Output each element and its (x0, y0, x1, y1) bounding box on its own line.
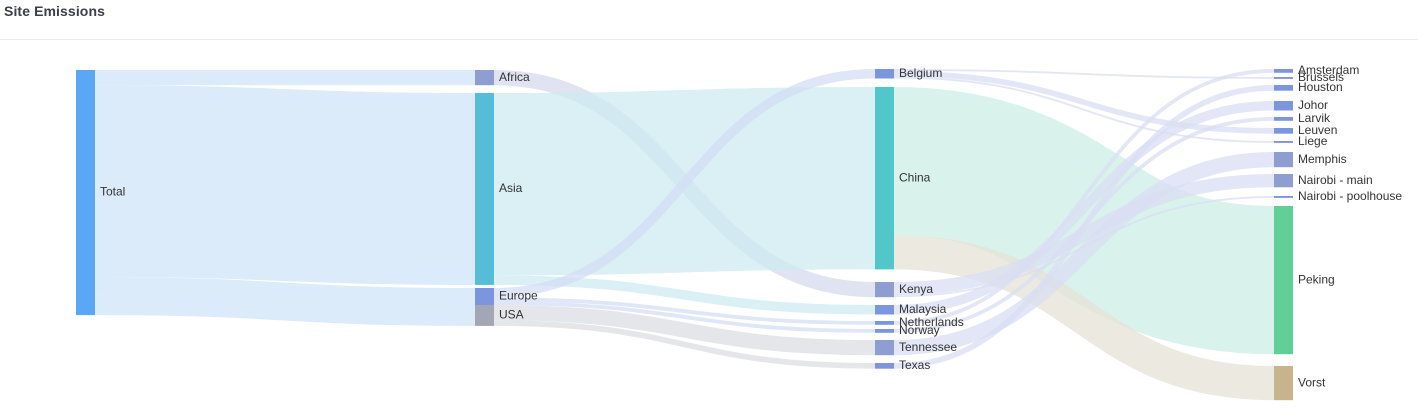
node-label-texas: Texas (899, 358, 930, 372)
link-china-to-vorst[interactable] (893, 235, 1275, 401)
node-total[interactable] (76, 70, 95, 316)
node-norway[interactable] (875, 329, 894, 333)
node-africa[interactable] (475, 70, 494, 86)
node-texas[interactable] (875, 363, 894, 369)
link-tennessee-to-memphis[interactable] (893, 152, 1275, 356)
link-total-to-europe[interactable] (94, 277, 476, 306)
link-europe-to-netherlands[interactable] (493, 297, 876, 325)
sankey-labels: Total Africa Asia Europe USA Belgium China Keny… (100, 63, 1402, 389)
node-label-houston: Houston (1298, 80, 1343, 94)
node-label-memphis: Memphis (1298, 152, 1347, 166)
node-memphis[interactable] (1274, 152, 1293, 168)
node-label-larvik: Larvik (1298, 111, 1331, 125)
link-europe-to-norway[interactable] (493, 301, 876, 333)
node-label-africa: Africa (499, 70, 530, 84)
link-china-to-peking[interactable] (892, 87, 1276, 355)
node-vorst[interactable] (1274, 366, 1293, 401)
link-europe-to-belgium[interactable] (493, 69, 876, 298)
node-label-total: Total (100, 185, 125, 199)
node-label-usa: USA (499, 308, 524, 322)
link-belgium-to-brussels[interactable] (893, 69, 1275, 79)
node-belgium[interactable] (875, 69, 894, 79)
node-label-vorst: Vorst (1298, 375, 1326, 389)
link-kenya-to-nairobi_main[interactable] (893, 174, 1275, 296)
node-label-malaysia: Malaysia (899, 302, 947, 316)
node-houston[interactable] (1274, 85, 1293, 91)
node-label-liege: Liege (1298, 134, 1328, 148)
node-malaysia[interactable] (875, 305, 894, 315)
node-label-belgium: Belgium (899, 66, 942, 80)
node-china[interactable] (875, 87, 894, 270)
node-label-peking: Peking (1298, 272, 1335, 286)
node-label-nairobi_main: Nairobi - main (1298, 173, 1373, 187)
node-nairobi_main[interactable] (1274, 174, 1293, 188)
node-peking[interactable] (1274, 206, 1293, 355)
node-label-leuven: Leuven (1298, 123, 1337, 137)
link-netherlands-to-amsterdam[interactable] (893, 69, 1275, 325)
node-label-tennessee: Tennessee (899, 340, 957, 354)
node-nairobi_pool[interactable] (1274, 196, 1293, 198)
link-total-to-usa[interactable] (94, 294, 476, 326)
link-texas-to-houston[interactable] (893, 85, 1275, 369)
node-label-china: China (899, 170, 931, 184)
node-leuven[interactable] (1274, 128, 1293, 134)
node-johor[interactable] (1274, 101, 1293, 111)
link-malaysia-to-johor[interactable] (893, 101, 1275, 315)
sankey-links (94, 69, 1276, 401)
node-kenya[interactable] (875, 282, 894, 298)
link-usa-to-texas[interactable] (493, 320, 876, 369)
node-amsterdam[interactable] (1274, 69, 1293, 73)
node-label-brussels: Brussels (1298, 70, 1344, 84)
node-usa[interactable] (475, 305, 494, 326)
node-asia[interactable] (475, 93, 494, 285)
node-label-asia: Asia (499, 181, 523, 195)
node-larvik[interactable] (1274, 117, 1293, 121)
node-netherlands[interactable] (875, 321, 894, 325)
page-title: Site Emissions (4, 3, 105, 19)
node-label-nairobi_pool: Nairobi - poolhouse (1298, 189, 1402, 203)
link-belgium-to-liege[interactable] (893, 76, 1275, 143)
chart-header: Site Emissions (0, 0, 1418, 40)
node-liege[interactable] (1274, 141, 1293, 143)
node-label-amsterdam: Amsterdam (1298, 63, 1359, 77)
node-label-norway: Norway (899, 323, 940, 337)
node-label-europe: Europe (499, 289, 538, 303)
node-tennessee[interactable] (875, 340, 894, 356)
node-europe[interactable] (475, 288, 494, 306)
sankey-nodes (76, 69, 1293, 401)
node-label-johor: Johor (1298, 98, 1328, 112)
node-brussels[interactable] (1274, 77, 1293, 79)
node-label-netherlands: Netherlands (899, 315, 964, 329)
link-usa-to-tennessee[interactable] (493, 305, 876, 356)
node-label-kenya: Kenya (899, 282, 933, 296)
link-total-to-asia[interactable] (94, 85, 476, 285)
